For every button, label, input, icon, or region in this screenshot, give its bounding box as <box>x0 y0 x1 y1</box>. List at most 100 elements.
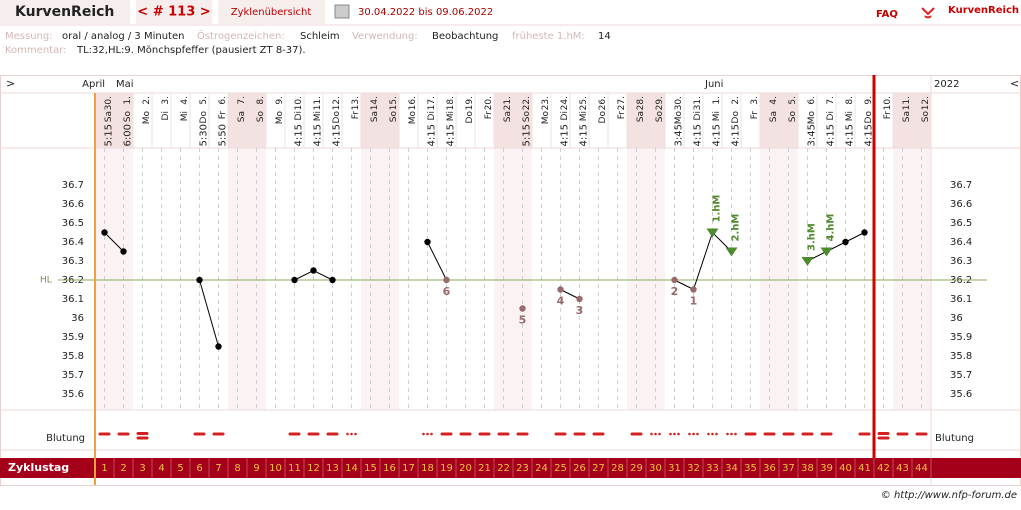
date-label: 12. <box>332 96 342 110</box>
cycle-day: 20 <box>459 463 472 474</box>
date-label: 8. <box>256 96 266 105</box>
cycle-day: 10 <box>269 463 282 474</box>
weekday-label: So <box>788 111 798 123</box>
date-label: 10. <box>883 96 893 110</box>
weekday-label: Do <box>864 111 874 124</box>
info-value: 14 <box>598 31 611 42</box>
higher-marker <box>725 247 738 257</box>
weekday-label: So <box>389 111 399 123</box>
cycle-day: 3 <box>139 463 145 474</box>
calendar-icon[interactable] <box>334 4 350 19</box>
cycle-day: 44 <box>915 463 928 474</box>
overview-link[interactable]: Zyklenübersicht <box>231 7 312 18</box>
cycle-day: 42 <box>877 463 890 474</box>
bleeding-mark <box>896 432 909 436</box>
cycle-day: 43 <box>896 463 909 474</box>
info-value: Schleim <box>300 31 340 42</box>
bleeding-dot <box>734 432 737 436</box>
bleeding-mark <box>554 432 567 436</box>
bleeding-heavy <box>877 432 890 440</box>
date-label: 19. <box>465 96 475 110</box>
excluded-marker <box>519 305 526 312</box>
y-tick-label: 36.4 <box>62 237 84 248</box>
weekday-label: Di <box>294 111 304 120</box>
time-label: 4:15 <box>712 124 723 146</box>
excluded-marker <box>557 286 564 293</box>
y-tick-label-right: 35.8 <box>950 351 972 362</box>
weekday-label: Mo <box>275 111 285 125</box>
weekend-header <box>646 93 665 148</box>
info: Messung: oral / analog / 3 Minuten Östro… <box>5 29 611 56</box>
weekday-label: Mi <box>446 111 456 121</box>
weekday-label: Sa <box>636 111 646 122</box>
nav-right[interactable]: < <box>1010 77 1019 90</box>
y-tick-label: 36.1 <box>62 294 84 305</box>
cycle-nav[interactable]: < # 113 > <box>137 5 210 20</box>
info-value: oral / analog / 3 Minuten <box>62 31 184 42</box>
bleeding-spotting <box>707 432 718 436</box>
bleeding-label-right: Blutung <box>935 433 974 444</box>
time-label: 4:15 <box>313 124 324 146</box>
date-label: 28. <box>636 96 646 110</box>
temperature-point <box>215 343 222 350</box>
time-label: 4:15 <box>560 124 571 146</box>
brand-right[interactable]: KurvenReich <box>948 5 1019 16</box>
weekend-header <box>494 93 513 148</box>
brand: KurvenReich <box>15 4 114 20</box>
month-label: Mai <box>116 79 134 90</box>
time-label: 4:15 <box>864 124 875 146</box>
y-tick-label-right: 35.7 <box>950 370 972 381</box>
cycle-day: 15 <box>364 463 377 474</box>
time-label: 4:15 <box>294 124 305 146</box>
faq-link[interactable]: FAQ <box>876 9 898 20</box>
hl-label: HL <box>40 276 52 286</box>
info-label: Kommentar: <box>5 45 67 56</box>
bleeding-spotting <box>650 432 661 436</box>
weekend-header <box>627 93 646 148</box>
excluded-label: 3 <box>576 304 584 317</box>
cycle-day: 12 <box>307 463 320 474</box>
time-label: 4:15 <box>427 124 438 146</box>
time-label: 5:30 <box>199 124 210 146</box>
weekday-label: Fr <box>883 111 893 120</box>
cycle-day: 11 <box>288 463 301 474</box>
info-label: früheste 1.hM: <box>512 31 585 42</box>
cycle-day: 26 <box>573 463 586 474</box>
bleeding-dot <box>715 432 718 436</box>
bleeding-spotting <box>688 432 699 436</box>
bleeding-dot <box>430 432 433 436</box>
cycle-nav-box[interactable] <box>136 0 212 24</box>
weekday-label: Mo <box>674 111 684 125</box>
temperature-point <box>424 238 431 246</box>
excluded-label: 6 <box>443 285 451 298</box>
weekend-header <box>912 93 931 148</box>
y-tick-label-right: 36.3 <box>950 256 972 267</box>
cycle-day: 25 <box>554 463 567 474</box>
cycle-day: 5 <box>177 463 183 474</box>
cycle-day: 23 <box>516 463 529 474</box>
bleeding-mark <box>592 432 605 436</box>
time-label: 4:15 <box>845 124 856 146</box>
weekday-label: Mi <box>313 111 323 121</box>
bleeding-mark <box>877 432 890 435</box>
weekday-label: So <box>655 111 665 123</box>
date-label: 24. <box>560 96 570 110</box>
bleeding-label: Blutung <box>46 433 85 444</box>
cycle-day: 37 <box>782 463 795 474</box>
time-label: 5:15 <box>522 124 533 146</box>
bleeding-dot <box>696 432 699 436</box>
weekend-header <box>893 93 912 148</box>
bleeding-mark <box>98 432 111 436</box>
weekday-label: Fr <box>484 111 494 120</box>
higher-label: 3.hM <box>807 223 818 251</box>
nav-left[interactable]: > <box>6 77 15 90</box>
weekday-label: Do <box>598 111 608 124</box>
overview-box[interactable] <box>218 0 325 24</box>
weekend-header <box>380 93 399 148</box>
weekday-label: Di <box>693 111 703 120</box>
temperature-point <box>329 276 336 284</box>
temperature-line <box>104 232 124 252</box>
date-label: 16. <box>408 96 418 110</box>
weekend-header <box>513 93 532 148</box>
bleeding-mark <box>820 432 833 436</box>
